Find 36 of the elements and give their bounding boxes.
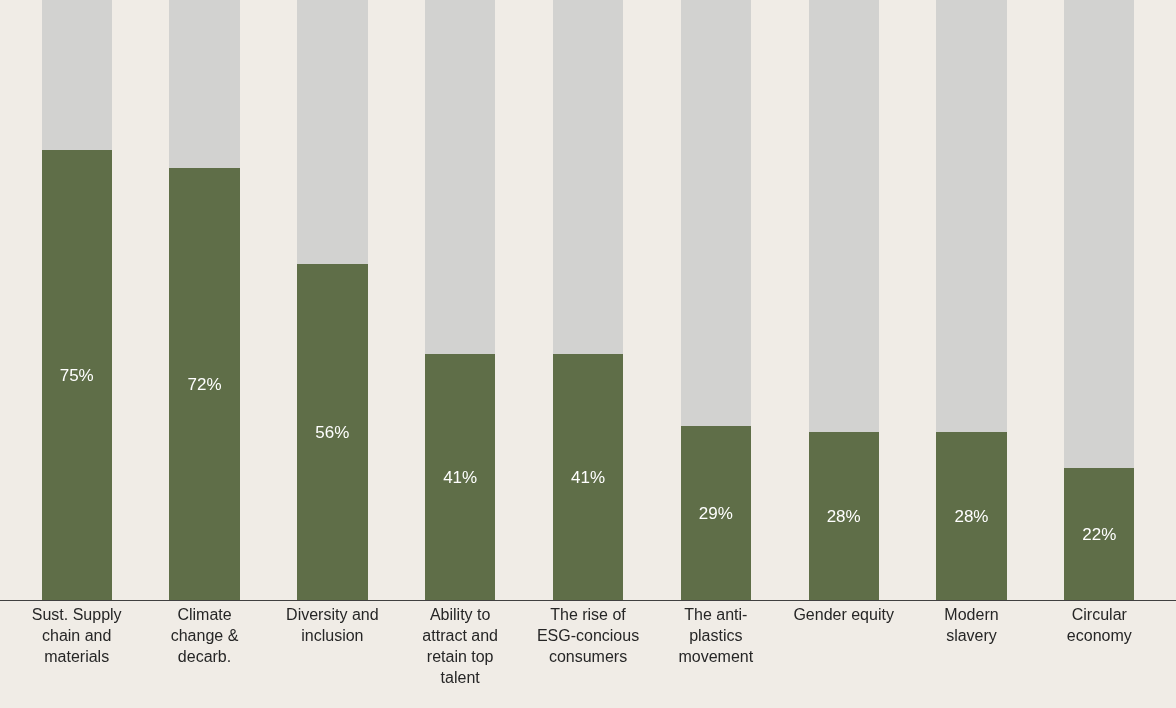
data-label: 28% — [954, 506, 989, 526]
data-label: 41% — [570, 467, 606, 487]
bar — [808, 0, 879, 432]
bar — [41, 0, 112, 150]
bar — [808, 432, 879, 600]
data-label: 28% — [826, 506, 861, 526]
x-tick-label: Circular economy — [1066, 606, 1132, 644]
bar — [1064, 468, 1135, 600]
bar — [1064, 0, 1135, 468]
x-tick-label: Ability to attract and retain top talent — [422, 606, 498, 686]
x-tick-label: Gender equity — [793, 606, 894, 624]
x-tick-label: The anti-plastics movement — [678, 606, 754, 665]
data-label: 72% — [187, 374, 222, 394]
bar — [425, 354, 496, 600]
bar — [297, 0, 368, 264]
bar — [552, 354, 624, 600]
bar — [425, 0, 496, 354]
bar — [297, 264, 368, 600]
bar — [936, 432, 1007, 600]
bar — [936, 0, 1007, 432]
bar — [169, 168, 240, 600]
bar — [680, 426, 751, 600]
x-tick-label: Diversity and inclusion — [286, 606, 379, 644]
bar — [680, 0, 751, 426]
x-tick-label: Modern slavery — [944, 606, 999, 644]
x-tick-label: The rise of ESG-concious consumers — [536, 606, 640, 665]
x-tick-label: Climate change & decarb. — [170, 606, 239, 665]
x-tick-label: Sust. Supply chain and materials — [31, 606, 122, 665]
data-label: 75% — [59, 365, 94, 385]
data-label: 22% — [1082, 524, 1117, 544]
bar — [41, 150, 112, 600]
bar — [552, 0, 624, 354]
data-label: 56% — [315, 422, 350, 442]
data-label: 29% — [698, 503, 733, 523]
bar — [169, 0, 240, 168]
data-label: 41% — [443, 467, 478, 487]
